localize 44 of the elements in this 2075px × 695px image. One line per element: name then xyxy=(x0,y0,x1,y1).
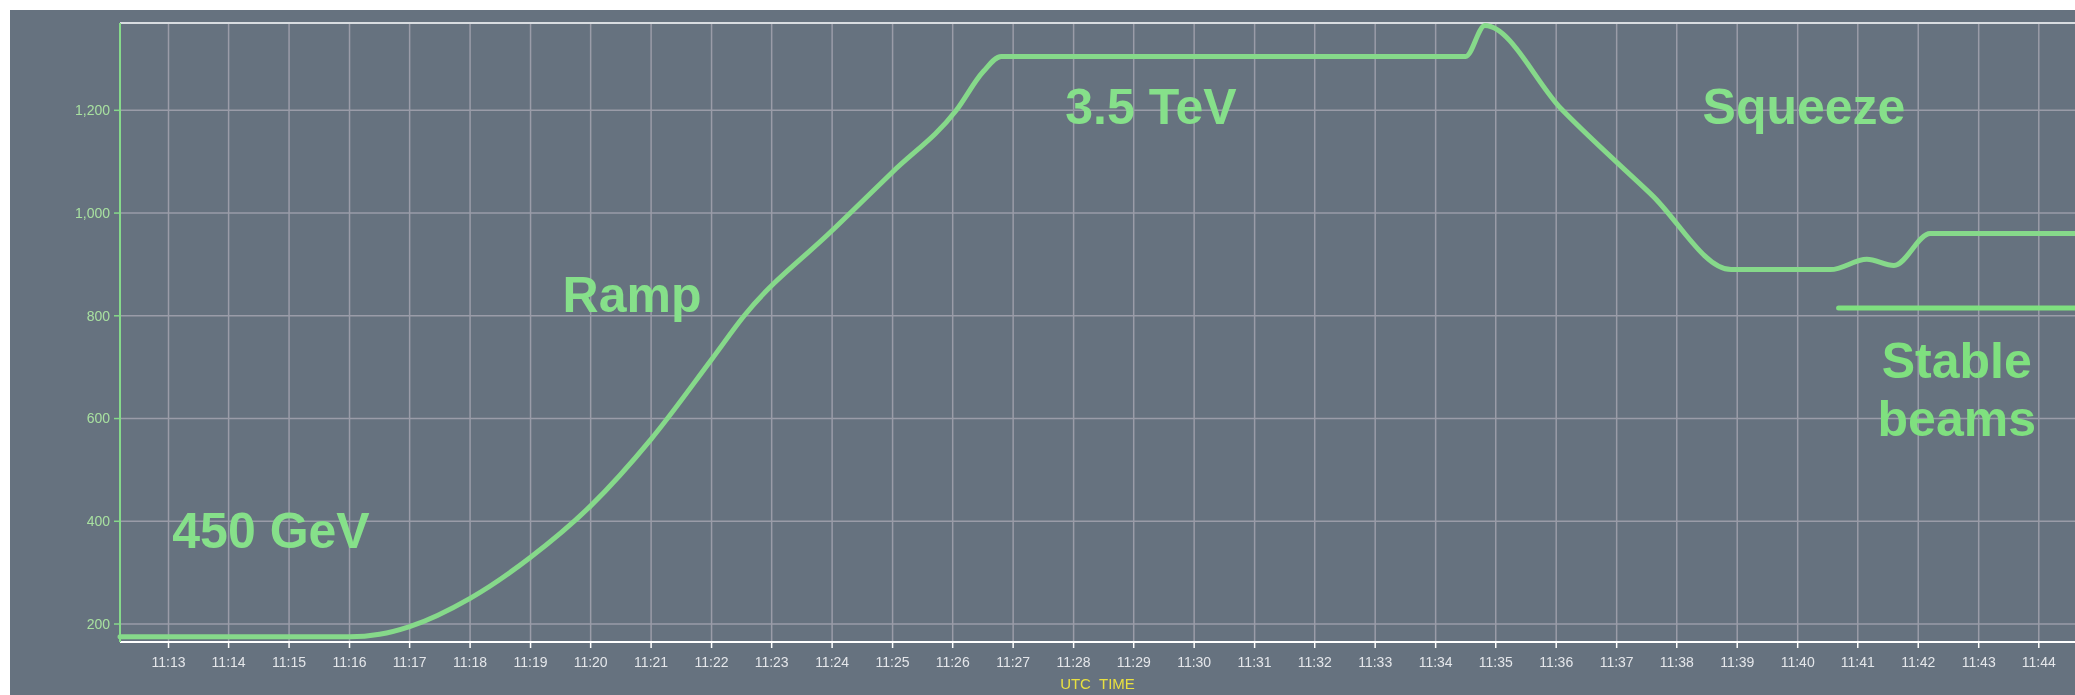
annotation: 450 GeV xyxy=(172,502,371,559)
x-tick-label: 11:28 xyxy=(1056,654,1091,670)
y-tick-label: 1,200 xyxy=(74,102,111,119)
annotation: Ramp xyxy=(562,266,702,323)
x-tick-label: 11:26 xyxy=(935,654,970,670)
x-tick-label: 11:23 xyxy=(754,654,789,670)
x-tick-label: 11:41 xyxy=(1840,654,1875,670)
x-tick-label: 11:18 xyxy=(453,654,488,670)
y-tick-label: 400 xyxy=(86,513,111,530)
x-tick-label: 11:30 xyxy=(1177,654,1212,670)
x-tick-label: 11:19 xyxy=(513,654,548,670)
x-tick-label: 11:22 xyxy=(694,654,729,670)
x-tick-label: 11:16 xyxy=(332,654,367,670)
x-tick-label: 11:20 xyxy=(573,654,608,670)
x-tick-label: 11:14 xyxy=(211,654,246,670)
x-tick-label: 11:33 xyxy=(1358,654,1393,670)
series-label: Stable beams xyxy=(1877,333,2037,448)
x-tick-label: 11:25 xyxy=(875,654,910,670)
x-tick-label: 11:13 xyxy=(151,654,186,670)
x-tick-label: 11:38 xyxy=(1659,654,1694,670)
x-tick-label: 11:39 xyxy=(1720,654,1755,670)
annotation: 3.5 TeV xyxy=(1065,78,1238,135)
x-tick-label: 11:34 xyxy=(1418,654,1453,670)
x-tick-label: 11:40 xyxy=(1780,654,1815,670)
y-tick-label: 600 xyxy=(86,410,111,427)
x-tick-label: 11:21 xyxy=(634,654,669,670)
x-axis-title: UTC TIME xyxy=(1060,675,1135,692)
x-tick-label: 11:37 xyxy=(1599,654,1634,670)
x-tick-label: 11:42 xyxy=(1901,654,1936,670)
annotation: Squeeze xyxy=(1702,78,1906,135)
x-tick-label: 11:24 xyxy=(815,654,850,670)
y-tick-label: 800 xyxy=(86,307,111,324)
x-tick-label: 11:43 xyxy=(1961,654,1996,670)
x-tick-label: 11:32 xyxy=(1297,654,1332,670)
x-tick-label: 11:15 xyxy=(272,654,307,670)
y-tick-label: 1,000 xyxy=(74,204,111,221)
x-tick-label: 11:44 xyxy=(2021,654,2057,670)
y-tick-label: 200 xyxy=(86,615,111,632)
x-tick-label: 11:17 xyxy=(392,654,427,670)
x-tick-label: 11:27 xyxy=(996,654,1031,670)
x-tick-label: 11:36 xyxy=(1539,654,1574,670)
x-tick-label: 11:31 xyxy=(1237,654,1272,670)
x-tick-label: 11:29 xyxy=(1116,654,1151,670)
x-tick-label: 11:35 xyxy=(1478,654,1513,670)
